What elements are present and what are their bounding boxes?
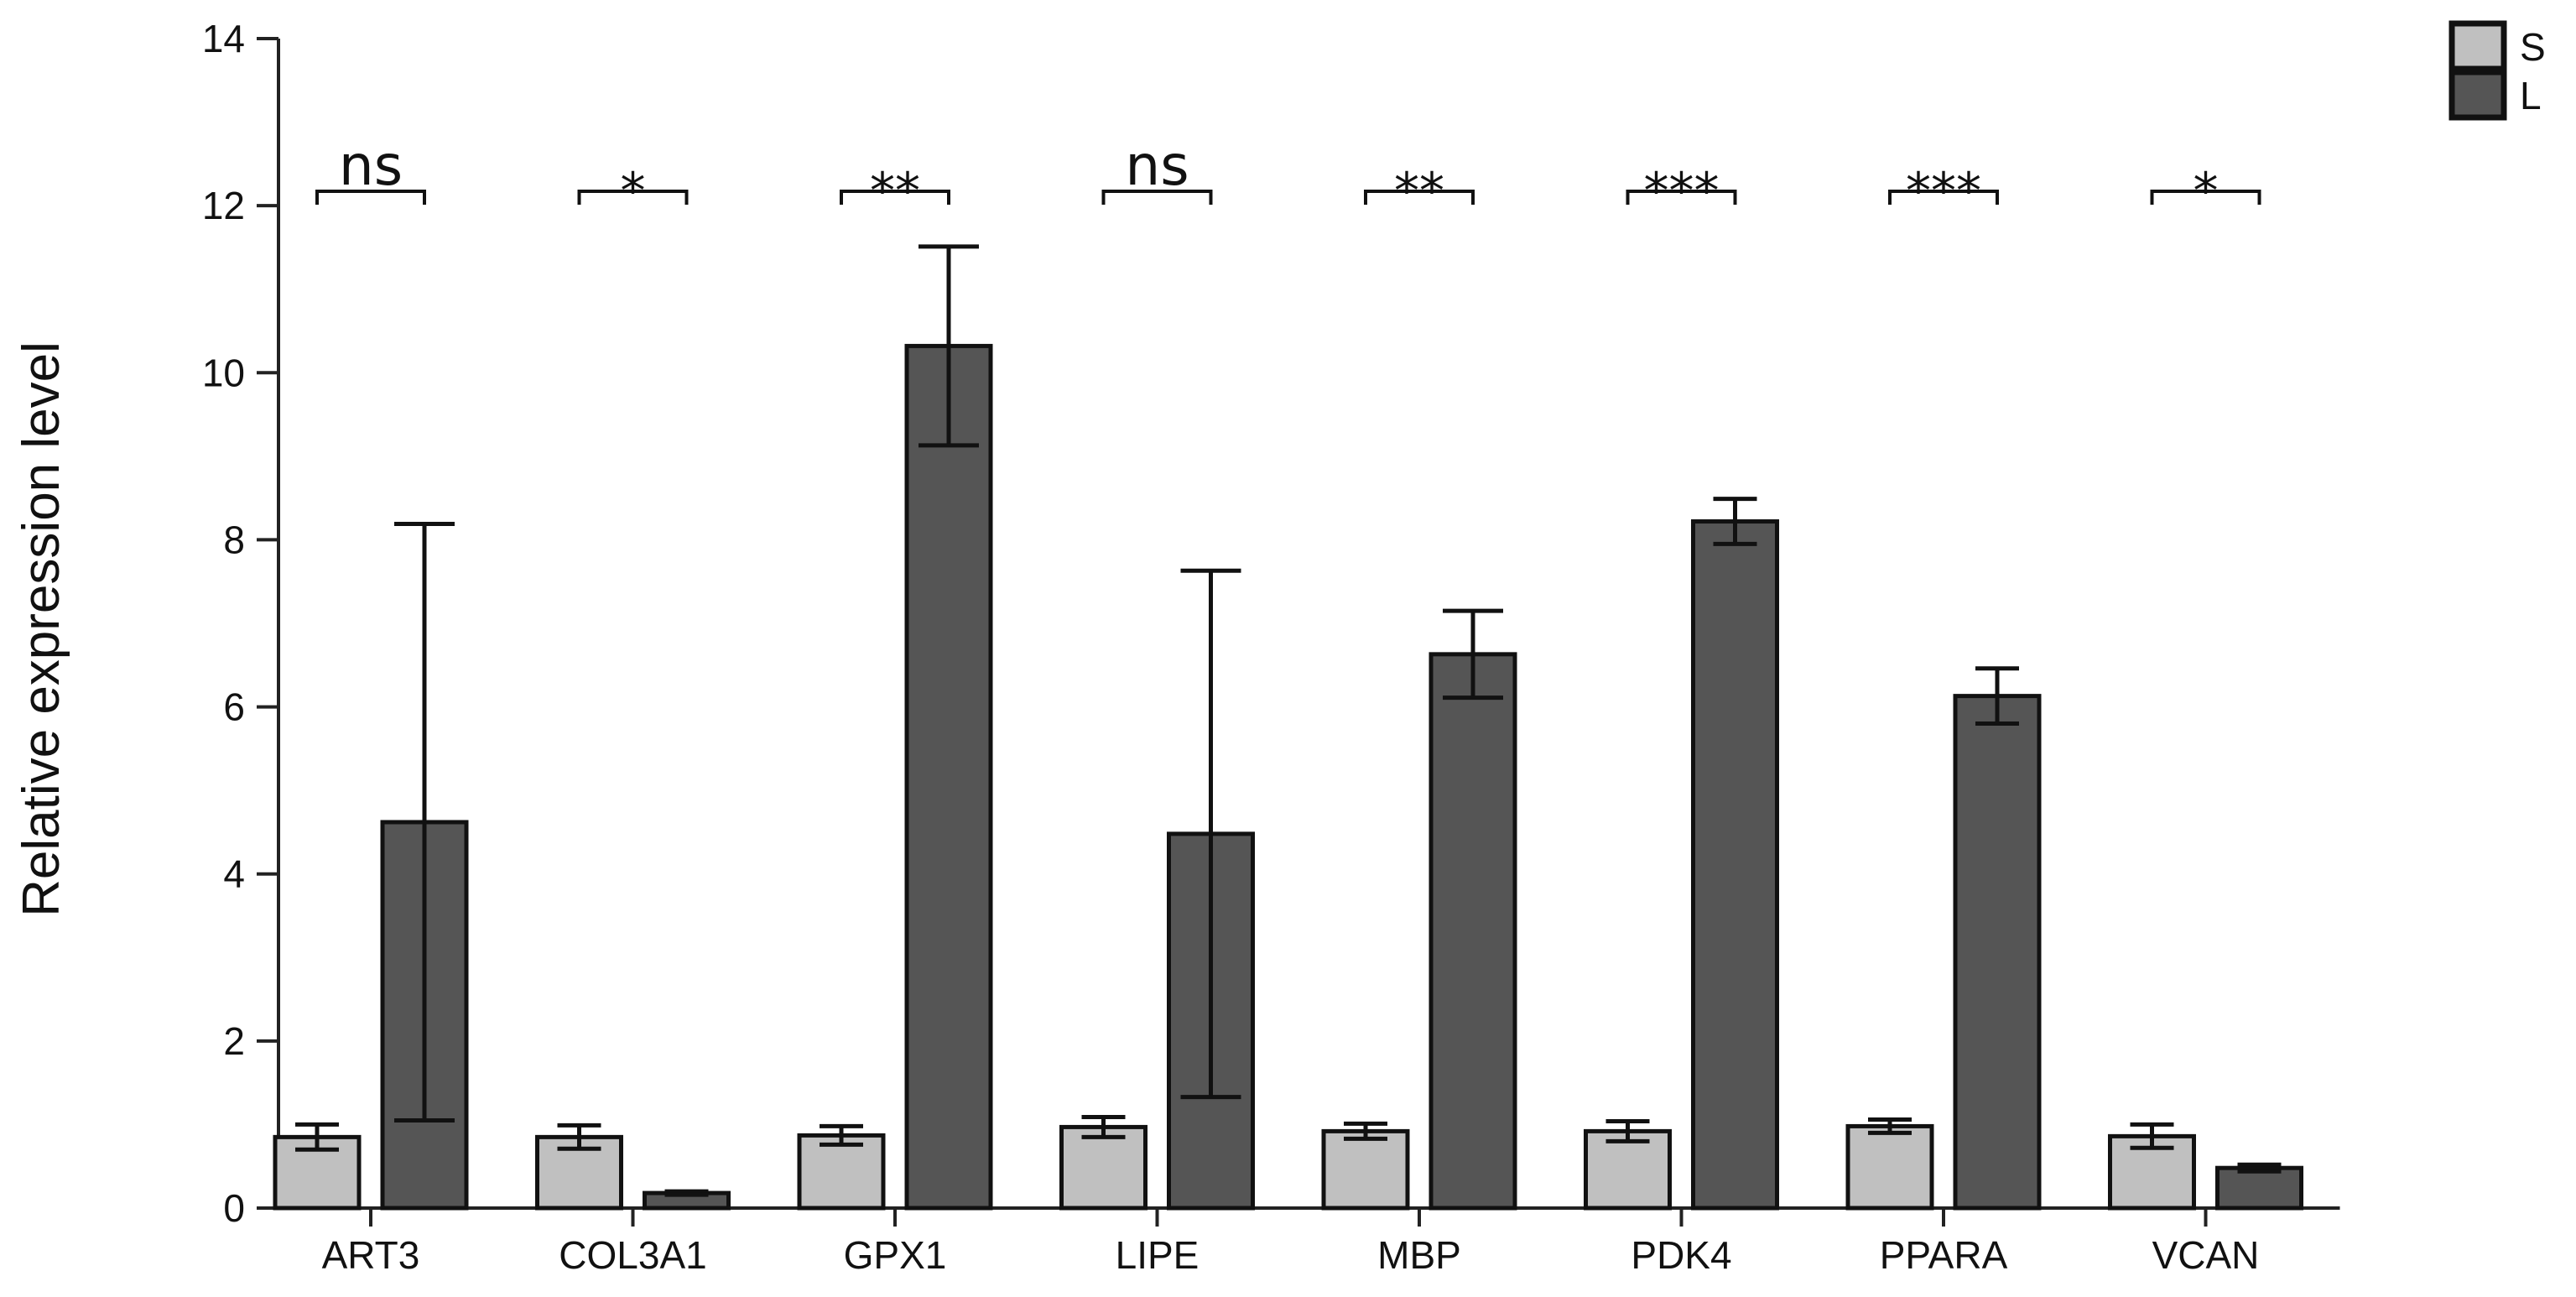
y-axis-label: Relative expression level [13, 341, 70, 917]
legend: SL [2449, 20, 2546, 121]
significance-bracket [840, 190, 950, 205]
bar-L-PDK4 [1691, 519, 1779, 1211]
significance-label: *** [1644, 162, 1720, 221]
legend-label-L: L [2520, 74, 2542, 117]
significance-label: ns [1125, 133, 1189, 198]
significance-annotations: ns * ** ns ** *** *** * [315, 133, 2261, 221]
legend-label-S: S [2520, 25, 2546, 69]
significance-label: ** [870, 162, 920, 221]
x-tick-label: ART3 [322, 1233, 420, 1277]
y-tick-label: 0 [223, 1186, 245, 1230]
x-tick-label: PDK4 [1631, 1233, 1731, 1277]
bar-L-PPARA [1953, 694, 2042, 1211]
y-axis: 0 2 4 6 8 10 12 14 [202, 17, 280, 1230]
bar-S-PPARA [1845, 1123, 1934, 1211]
x-tick-label: GPX1 [844, 1233, 947, 1277]
significance-bracket [1888, 190, 1999, 205]
x-tick-label: COL3A1 [559, 1233, 706, 1277]
y-tick-label: 12 [202, 184, 245, 227]
significance-label: * [621, 162, 646, 221]
x-tick-label: MBP [1377, 1233, 1461, 1277]
y-tick-label: 8 [223, 518, 245, 561]
bar-S-LIPE [1059, 1124, 1147, 1211]
significance-bracket [577, 190, 689, 205]
bar-S-PDK4 [1584, 1128, 1672, 1211]
y-tick-label: 2 [223, 1019, 245, 1063]
significance-bracket [1101, 190, 1213, 205]
bar-S-GPX1 [797, 1133, 886, 1211]
bar-L-MBP [1429, 652, 1517, 1211]
legend-swatch-L [2449, 69, 2507, 121]
x-axis: ART3 COL3A1 GPX1 LIPE MBP PDK4 PPARA VCAN [278, 1206, 2340, 1277]
significance-label: ns [339, 133, 403, 198]
bars [273, 244, 2303, 1211]
x-tick-label: PPARA [1880, 1233, 2008, 1277]
x-tick-label: LIPE [1116, 1233, 1200, 1277]
y-tick-label: 4 [223, 852, 245, 896]
significance-bracket [1626, 190, 1737, 205]
bar-L-GPX1 [904, 343, 993, 1211]
significance-bracket [2150, 190, 2261, 205]
bar-S-MBP [1321, 1128, 1410, 1211]
x-tick-label: VCAN [2152, 1233, 2260, 1277]
bar-L-VCAN [2215, 1165, 2303, 1211]
significance-label: *** [1906, 162, 1981, 221]
significance-bracket [1364, 190, 1475, 205]
legend-swatch-S [2449, 20, 2507, 72]
y-tick-label: 6 [223, 685, 245, 729]
significance-label: * [2194, 162, 2219, 221]
significance-bracket [315, 190, 426, 205]
y-tick-label: 14 [202, 17, 245, 60]
y-tick-label: 10 [202, 351, 245, 394]
significance-label: ** [1394, 162, 1444, 221]
